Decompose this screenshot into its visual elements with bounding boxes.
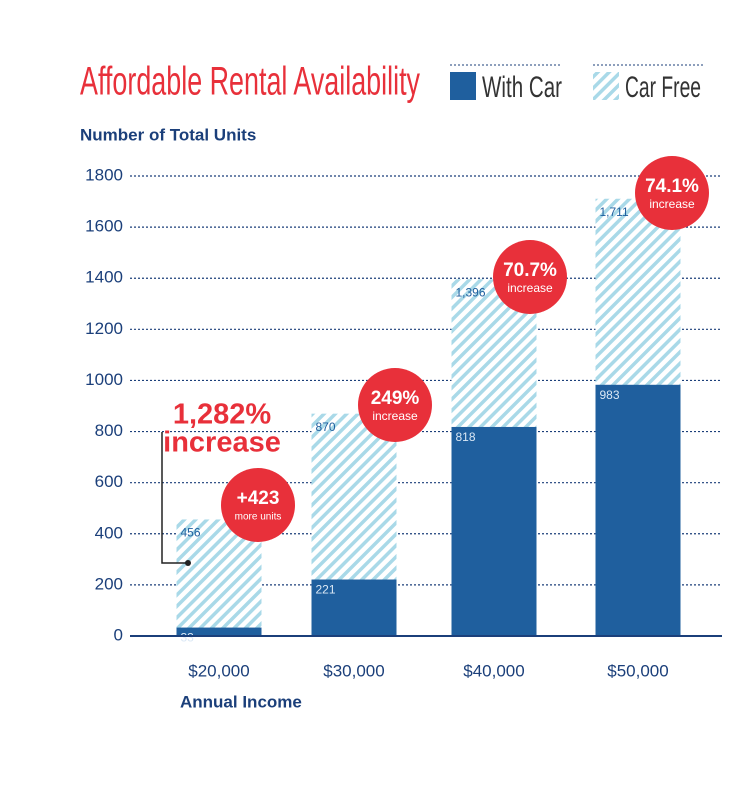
x-tick-label: $30,000 [323,661,384,680]
bar [595,384,681,636]
value-label: 221 [316,583,336,597]
x-tick-label: $40,000 [463,661,524,680]
annotation-text: +423 [237,488,280,509]
annotation-text: 70.7% [503,260,557,281]
value-label: 1,396 [456,285,486,299]
annotation-badge [358,368,432,442]
y-tick-label: 1400 [85,268,123,287]
value-label: 870 [316,420,336,434]
annotation-subtext: increase [649,197,695,211]
bar [311,579,397,636]
legend-label: Car Free [625,71,701,104]
bracket-dot [185,560,191,566]
y-tick-label: 1800 [85,165,123,184]
y-axis-label: Number of Total Units [80,125,256,144]
y-tick-label: 600 [95,472,123,491]
y-tick-label: 400 [95,523,123,542]
value-label: 818 [456,430,476,444]
annotation-text: 74.1% [645,176,699,197]
annotation-text: 1,282% [173,399,272,431]
legend-swatch [450,72,476,100]
value-label: 1,711 [600,205,629,219]
y-tick-label: 1200 [85,319,123,338]
bar [176,627,262,636]
bar [451,426,537,636]
annotation-subtext: increase [507,281,553,295]
value-label: 983 [600,388,620,402]
y-tick-label: 200 [95,574,123,593]
x-tick-label: $20,000 [188,661,249,680]
y-tick-label: 1000 [85,370,123,389]
annotation-badge [493,240,567,314]
annotation-badge [221,468,295,542]
annotation-subtext: increase [372,409,418,423]
annotation-badge [635,156,709,230]
y-tick-label: 0 [114,625,123,644]
x-tick-label: $50,000 [607,661,668,680]
chart-title: Affordable Rental Availability [80,60,420,104]
annotation-text: 249% [371,388,420,409]
annotation-subtext: increase [163,427,281,459]
x-axis-label: Annual Income [180,692,302,711]
y-tick-label: 800 [95,421,123,440]
legend-label: With Car [482,71,562,104]
legend-swatch [593,72,619,100]
value-label: 456 [181,526,201,540]
annotation-subtext: more units [235,512,282,523]
bracket [161,432,188,564]
value-label: 33 [181,631,195,645]
y-tick-label: 1600 [85,217,123,236]
